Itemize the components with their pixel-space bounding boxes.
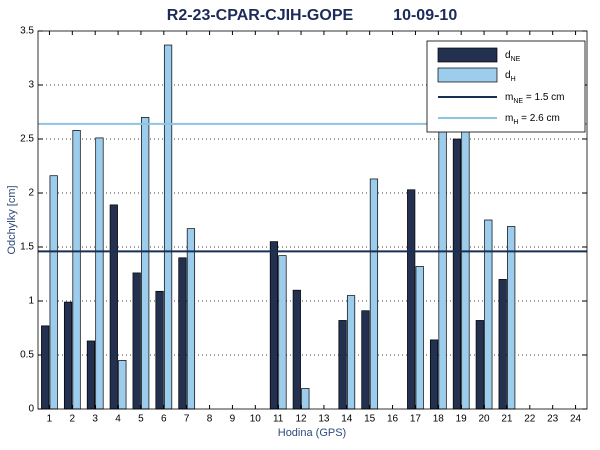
bar <box>155 290 164 410</box>
bar <box>407 189 416 410</box>
x-tick-label: 22 <box>524 414 536 425</box>
bar <box>301 388 310 410</box>
y-axis-label: Odchylky [cm] <box>6 185 18 254</box>
bar <box>369 178 379 410</box>
legend-label-part: = 1.5 cm <box>523 92 564 103</box>
y-tick-label: 1 <box>28 296 34 307</box>
x-tick-label: 6 <box>161 414 167 425</box>
x-tick-label: 7 <box>184 414 190 425</box>
legend-label-part: d <box>505 50 511 61</box>
bar <box>292 289 301 410</box>
bar <box>178 257 187 410</box>
bar <box>163 44 173 410</box>
bar <box>338 320 347 410</box>
bar <box>498 279 507 410</box>
y-tick-label: 0.5 <box>20 350 34 361</box>
x-tick-label: 20 <box>479 414 491 425</box>
bar <box>278 255 287 410</box>
bar <box>141 117 150 410</box>
bar <box>475 320 484 410</box>
legend-label-part: d <box>505 70 511 81</box>
bar <box>452 138 462 410</box>
bar <box>438 111 447 410</box>
legend-label-part: m <box>505 113 513 124</box>
legend-label-part: H <box>511 76 516 83</box>
bar <box>118 360 127 410</box>
x-tick-label: 23 <box>547 414 559 425</box>
x-tick-label: 3 <box>92 414 98 425</box>
x-tick-label: 1 <box>47 414 53 425</box>
x-tick-label: 21 <box>501 414 513 425</box>
bar <box>72 130 81 410</box>
y-tick-label: 1.5 <box>20 242 34 253</box>
x-tick-label: 5 <box>138 414 144 425</box>
x-tick-label: 14 <box>341 414 353 425</box>
bar <box>346 295 356 410</box>
y-tick-label: 0 <box>28 404 34 415</box>
x-tick-label: 2 <box>70 414 76 425</box>
x-tick-label: 10 <box>250 414 262 425</box>
x-tick-label: 9 <box>230 414 236 425</box>
x-tick-label: 24 <box>570 414 582 425</box>
bar <box>95 137 104 410</box>
x-tick-label: 4 <box>115 414 121 425</box>
bar <box>49 175 58 410</box>
bar <box>63 301 73 410</box>
x-tick-label: 18 <box>433 414 445 425</box>
legend-label-part: H <box>513 119 518 126</box>
y-tick-label: 2.5 <box>20 134 34 145</box>
legend-label-part: NE <box>511 56 521 63</box>
x-tick-label: 19 <box>456 414 468 425</box>
bar <box>132 272 141 410</box>
x-axis-label: Hodina (GPS) <box>278 427 346 439</box>
bar <box>186 228 196 410</box>
legend-swatch <box>437 67 498 83</box>
y-tick-label: 3.5 <box>20 26 34 37</box>
legend-label: mH = 2.6 cm <box>505 113 560 126</box>
plot-frame <box>37 30 588 410</box>
x-tick-label: 16 <box>387 414 399 425</box>
bar <box>86 340 96 410</box>
bar <box>109 204 118 410</box>
x-tick-label: 8 <box>207 414 213 425</box>
legend-box <box>426 40 586 133</box>
bar <box>507 226 516 410</box>
legend-label-part: m <box>505 92 513 103</box>
bar <box>41 325 50 410</box>
bar <box>269 241 279 410</box>
bar <box>415 266 424 410</box>
x-tick-label: 12 <box>296 414 308 425</box>
x-tick-label: 17 <box>410 414 422 425</box>
chart-title: R2-23-CPAR-CJIH-GOPE 10-09-10 <box>167 7 458 24</box>
x-tick-label: 15 <box>364 414 376 425</box>
legend-label: mNE = 1.5 cm <box>505 92 564 105</box>
bar <box>361 310 370 410</box>
legend-label: dH <box>505 70 516 83</box>
bar <box>429 339 439 410</box>
legend-label: dNE <box>505 50 521 63</box>
legend-swatch <box>437 47 498 63</box>
x-tick-label: 11 <box>273 414 284 425</box>
legend-label-part: NE <box>513 98 523 105</box>
y-tick-label: 2 <box>28 188 34 199</box>
legend-label-part: = 2.6 cm <box>518 113 559 124</box>
bar <box>461 122 470 410</box>
bar <box>484 219 493 410</box>
x-tick-label: 13 <box>318 414 330 425</box>
y-tick-label: 3 <box>28 80 34 91</box>
